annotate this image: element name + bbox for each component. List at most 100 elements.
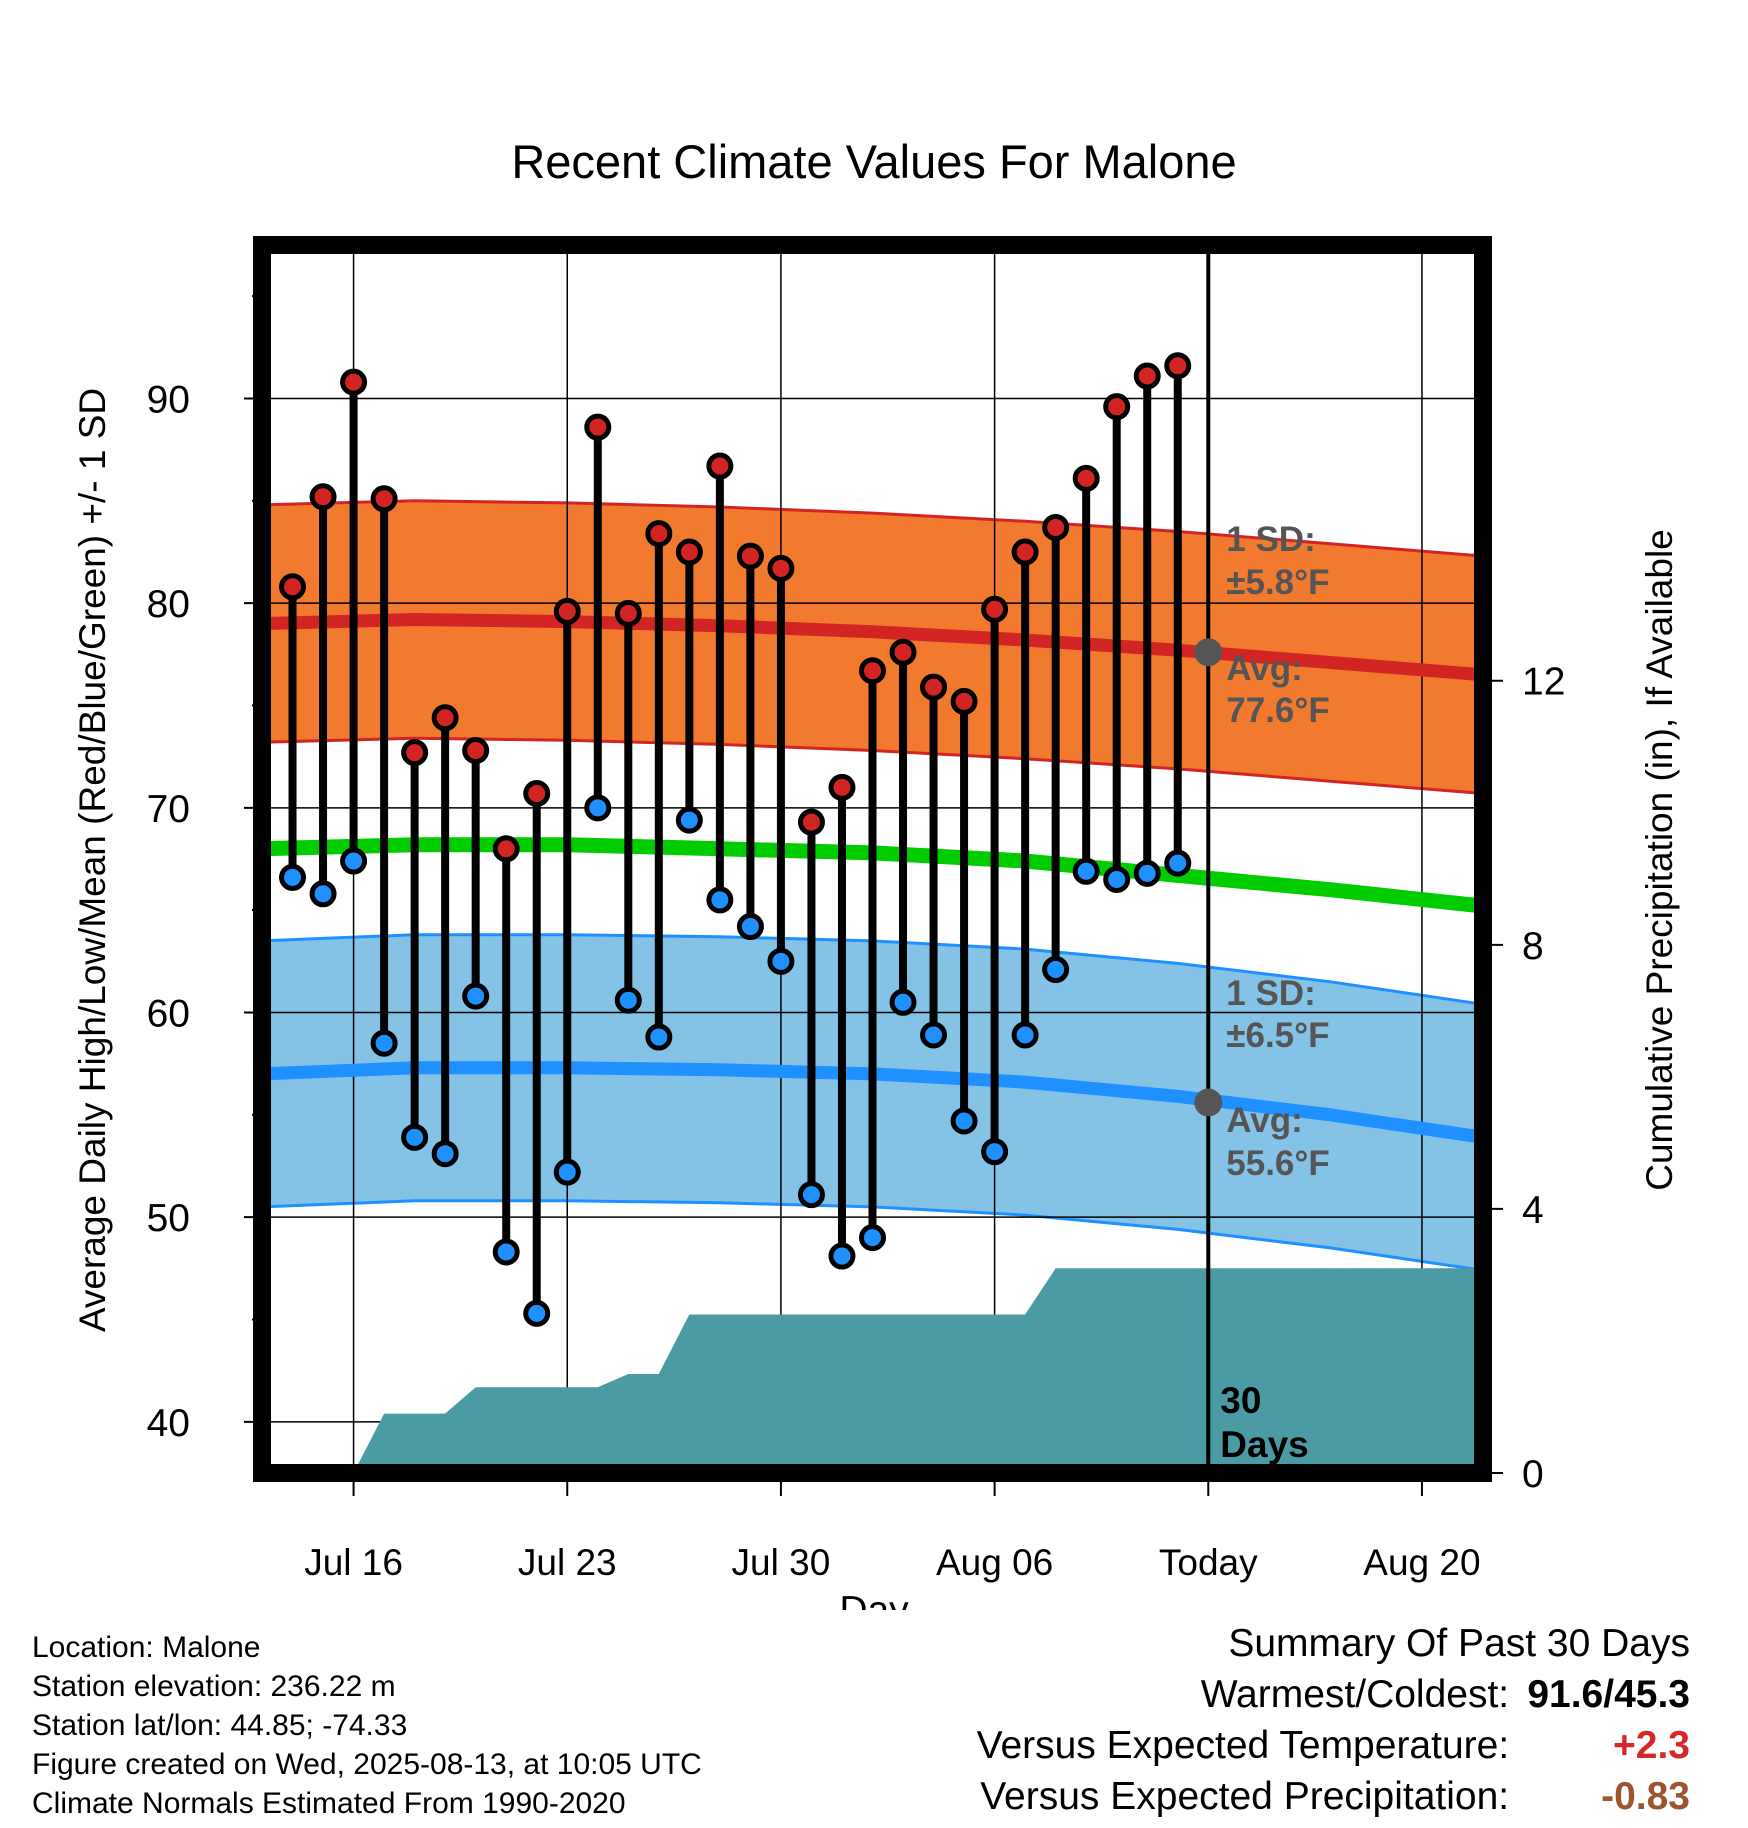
y-tick-label: 90 [147, 379, 190, 422]
low-sd-value: ±6.5°F [1226, 1016, 1329, 1055]
daily-high-point [1072, 464, 1100, 492]
daily-high-point [553, 597, 581, 625]
precip-deviation-label: Versus Expected Precipitation: [980, 1775, 1510, 1818]
daily-high-point [920, 673, 948, 701]
station-info: Location: Malone Station elevation: 236.… [32, 1628, 702, 1823]
daily-low-point [828, 1242, 856, 1270]
daily-low-point [736, 913, 764, 941]
today-avg-high-marker [1194, 638, 1223, 667]
daily-low-point [1103, 865, 1131, 893]
daily-high-point [1042, 513, 1070, 541]
daily-high-point [370, 485, 398, 513]
daily-high-point [614, 599, 642, 627]
daily-high-point [279, 573, 307, 601]
daily-low-point [1072, 857, 1100, 885]
x-tick-label: Today [1159, 1542, 1258, 1583]
daily-low-point [553, 1158, 581, 1186]
daily-high-point [462, 737, 490, 765]
daily-high-point [859, 657, 886, 685]
high-avg-value: 77.6°F [1226, 691, 1330, 730]
daily-low-point [920, 1021, 948, 1049]
elevation-text: Station elevation: 236.22 m [32, 1670, 396, 1703]
daily-high-point [1133, 362, 1161, 390]
plot-frame [253, 236, 1492, 1482]
y-axis-label: Average Daily High/Low/Mean (Red/Blue/Gr… [72, 388, 113, 1332]
daily-high-point [645, 520, 673, 548]
daily-high-point [584, 413, 612, 441]
daily-low-point [1164, 849, 1192, 877]
summary-panel: Summary Of Past 30 Days Warmest/Coldest:… [977, 1618, 1690, 1822]
daily-low-point [309, 880, 337, 908]
daily-low-point [523, 1299, 551, 1327]
y2-tick-label: 0 [1522, 1453, 1544, 1496]
daily-low-point [706, 886, 734, 914]
x-tick-label: Jul 16 [304, 1542, 403, 1583]
daily-high-point [1011, 538, 1039, 566]
daily-low-point [767, 947, 795, 975]
daily-low-point [675, 806, 703, 834]
y-tick-label: 80 [147, 583, 190, 626]
precip-deviation-value: -0.83 [1601, 1775, 1690, 1818]
latlon-text: Station lat/lon: 44.85; -74.33 [32, 1709, 408, 1742]
daily-low-point [614, 986, 642, 1014]
low-avg-value: 55.6°F [1226, 1144, 1330, 1183]
low-avg-label: Avg: [1226, 1101, 1302, 1140]
daily-high-point [889, 638, 917, 666]
summary-title: Summary Of Past 30 Days [1228, 1622, 1690, 1665]
daily-low-point [889, 988, 917, 1016]
daily-low-point [492, 1238, 520, 1266]
y-tick-label: 50 [147, 1197, 190, 1240]
daily-low-point [279, 863, 307, 891]
daily-high-point [309, 483, 337, 511]
daily-low-point [950, 1107, 978, 1135]
temp-deviation-label: Versus Expected Temperature: [976, 1724, 1510, 1767]
daily-high-point [706, 452, 734, 480]
daily-low-point [1011, 1021, 1039, 1049]
daily-low-point [981, 1138, 1009, 1166]
x-axis-label: Day [839, 1589, 909, 1610]
daily-low-point [431, 1140, 459, 1168]
warmest-label: Warmest/Coldest: [1200, 1673, 1510, 1716]
y-tick-label: 70 [147, 788, 190, 831]
daily-high-point [950, 687, 978, 715]
y2-tick-label: 4 [1522, 1189, 1544, 1232]
high-band-upper-edge [261, 499, 1484, 558]
chart-title: Recent Climate Values For Malone [511, 135, 1236, 188]
x-tick-label: Jul 23 [518, 1542, 617, 1583]
summary-warmest-row: Warmest/Coldest: 91.6/45.3 [977, 1669, 1690, 1720]
x-tick-label: Jul 30 [732, 1542, 831, 1583]
warmest-value: 91.6/45.3 [1527, 1673, 1690, 1716]
y-tick-label: 40 [147, 1402, 190, 1445]
summary-precip-row: Versus Expected Precipitation: -0.83 [977, 1771, 1690, 1822]
high-sd-value: ±5.8°F [1226, 563, 1329, 602]
y2-axis-label: Cumulative Precipitation (in), If Availa… [1639, 529, 1680, 1191]
daily-low-point [645, 1023, 673, 1051]
daily-high-point [1103, 393, 1131, 421]
daily-high-point [767, 554, 795, 582]
period-label-number: 30 [1220, 1380, 1261, 1421]
avg-high-line [261, 612, 1484, 682]
daily-high-point [675, 538, 703, 566]
daily-high-point [492, 835, 520, 863]
x-tick-label: Aug 06 [936, 1542, 1053, 1583]
high-avg-label: Avg: [1226, 649, 1302, 688]
daily-low-point [370, 1029, 398, 1057]
period-label-unit: Days [1220, 1424, 1308, 1465]
daily-high-point [431, 704, 459, 732]
daily-low-point [340, 847, 368, 875]
precip-area [353, 1268, 1484, 1473]
created-text: Figure created on Wed, 2025-08-13, at 10… [32, 1748, 702, 1781]
daily-high-point [828, 773, 856, 801]
climate-chart: Recent Climate Values For Malone 1 SD: ±5… [72, 135, 1680, 1610]
daily-high-point [736, 542, 764, 570]
daily-high-point [523, 780, 551, 808]
daily-high-point [1164, 352, 1192, 380]
daily-high-point [401, 739, 429, 767]
y2-tick-label: 12 [1522, 661, 1565, 704]
high-sd-label: 1 SD: [1226, 520, 1315, 559]
temp-deviation-value: +2.3 [1613, 1724, 1690, 1767]
daily-low-point [859, 1224, 886, 1252]
low-sd-label: 1 SD: [1226, 974, 1315, 1013]
summary-temp-row: Versus Expected Temperature: +2.3 [977, 1720, 1690, 1771]
